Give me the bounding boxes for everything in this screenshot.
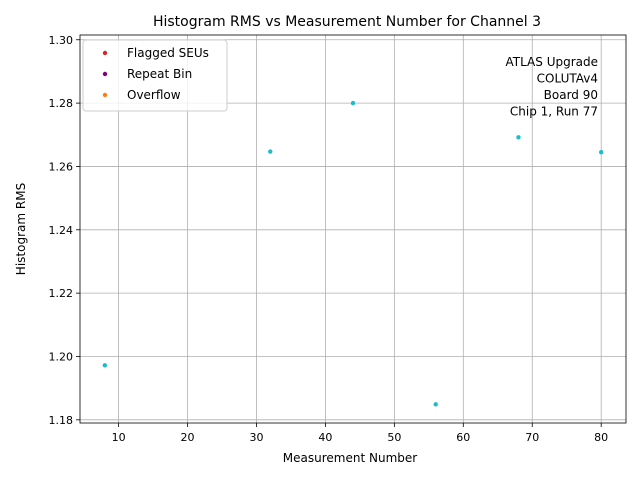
data-point bbox=[102, 363, 108, 368]
y-tick-label: 1.22 bbox=[49, 287, 74, 300]
data-point bbox=[268, 149, 273, 154]
x-tick-label: 60 bbox=[456, 431, 470, 444]
data-point bbox=[350, 100, 356, 106]
annotation-line: Chip 1, Run 77 bbox=[510, 105, 598, 119]
run-annotation: ATLAS Upgrade COLUTAv4 Board 90 Chip 1, Run… bbox=[505, 55, 598, 119]
legend-label: Overflow bbox=[127, 88, 181, 102]
y-tick-label: 1.24 bbox=[49, 224, 74, 237]
annotation-line: ATLAS Upgrade bbox=[505, 55, 598, 69]
x-tick-label: 30 bbox=[249, 431, 263, 444]
legend-marker bbox=[102, 50, 108, 56]
x-tick-label: 20 bbox=[181, 431, 195, 444]
y-tick-label: 1.30 bbox=[49, 34, 74, 47]
legend-label: Repeat Bin bbox=[127, 67, 192, 81]
x-tick-label: 10 bbox=[112, 431, 126, 444]
chart-title: Histogram RMS vs Measurement Number for … bbox=[153, 14, 541, 30]
axis-ticks: 10 20 30 40 50 60 70 80 1.18 1.20 1.22 1.24 1.26 1.28… bbox=[49, 34, 609, 444]
x-axis-label: Measurement Number bbox=[283, 451, 417, 465]
data-point bbox=[516, 135, 521, 140]
y-tick-label: 1.26 bbox=[49, 160, 74, 173]
y-tick-label: 1.20 bbox=[49, 350, 74, 363]
y-tick-label: 1.18 bbox=[49, 414, 74, 427]
data-point bbox=[433, 402, 438, 407]
x-tick-label: 80 bbox=[594, 431, 608, 444]
x-tick-label: 50 bbox=[387, 431, 401, 444]
annotation-line: Board 90 bbox=[544, 88, 598, 102]
y-axis-label: Histogram RMS bbox=[14, 183, 28, 275]
legend-marker bbox=[102, 92, 108, 98]
data-point bbox=[598, 149, 604, 155]
legend-box bbox=[82, 39, 228, 112]
legend: Flagged SEUs Repeat Bin Overflow bbox=[82, 39, 228, 112]
x-tick-label: 40 bbox=[318, 431, 332, 444]
data-points bbox=[102, 100, 604, 407]
legend-label: Flagged SEUs bbox=[127, 46, 209, 60]
legend-marker bbox=[102, 71, 108, 77]
x-tick-label: 70 bbox=[525, 431, 539, 444]
plot-frame bbox=[79, 34, 627, 424]
annotation-line: COLUTAv4 bbox=[537, 72, 598, 86]
y-tick-label: 1.28 bbox=[49, 97, 74, 110]
